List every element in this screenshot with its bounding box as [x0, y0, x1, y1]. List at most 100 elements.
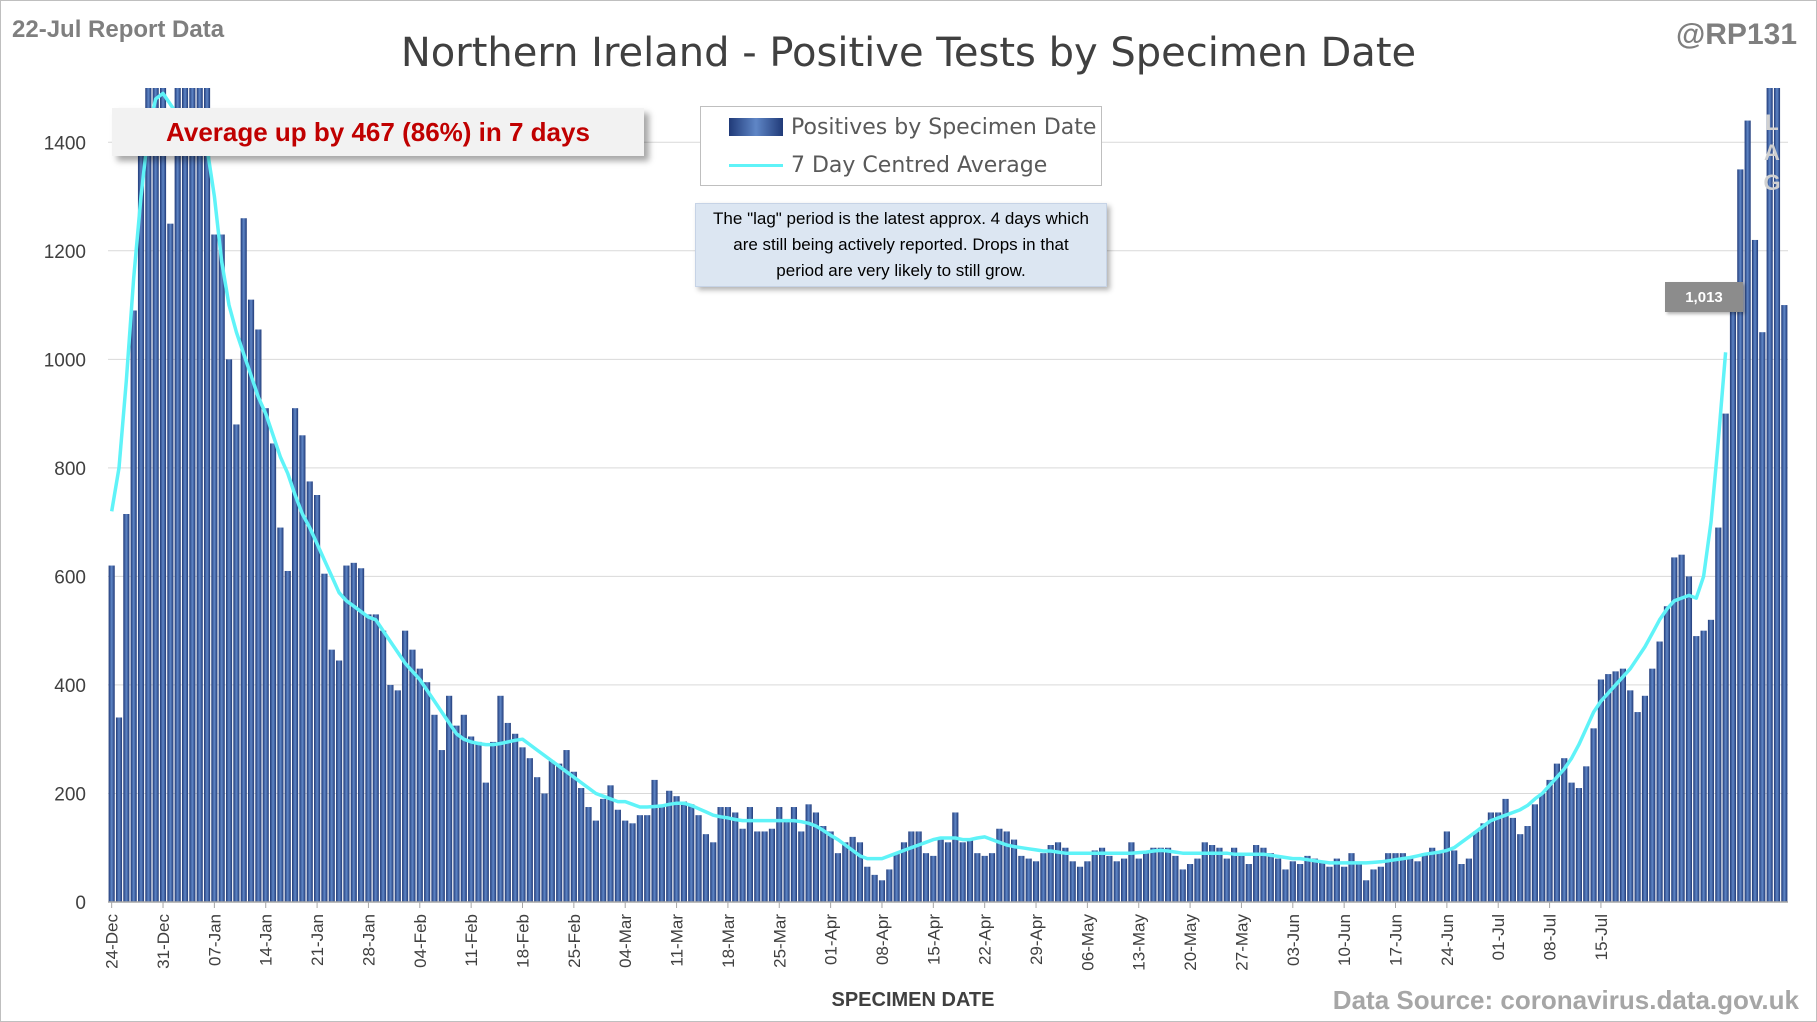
report-date-label: 22-Jul Report Data	[12, 16, 225, 43]
x-tick-label: 25-Mar	[770, 914, 789, 968]
bar	[1098, 847, 1106, 902]
bar	[424, 682, 431, 902]
bar	[1010, 839, 1018, 902]
bar	[812, 812, 820, 902]
y-tick-label: 1400	[44, 133, 86, 154]
lag-marker: L A G	[1762, 108, 1782, 198]
bar	[600, 798, 607, 902]
bar	[1524, 826, 1531, 902]
x-tick-label: 22-Apr	[976, 914, 995, 965]
bar	[856, 842, 864, 902]
bar	[1319, 861, 1326, 902]
bar	[1634, 712, 1641, 902]
bar	[1223, 858, 1230, 902]
bar	[820, 826, 827, 902]
bar	[1238, 853, 1245, 902]
bar	[218, 234, 225, 902]
bar	[1465, 858, 1472, 902]
bar	[930, 855, 937, 902]
bar	[1407, 858, 1414, 902]
line-swatch-icon	[729, 163, 783, 167]
bar	[1656, 641, 1663, 902]
bar	[343, 565, 350, 902]
bar	[490, 741, 497, 902]
bar	[578, 788, 585, 902]
last-average-label: 1,013	[1665, 282, 1743, 312]
bar	[460, 714, 467, 902]
bar	[1649, 668, 1656, 902]
bar	[1216, 847, 1223, 902]
bar	[108, 565, 115, 902]
x-tick-label: 04-Mar	[616, 914, 635, 968]
legend-item-line: 7 Day Centred Average	[701, 147, 1047, 183]
bar	[592, 820, 599, 902]
author-handle: @RP131	[1676, 18, 1797, 51]
bar	[1054, 842, 1062, 902]
bar	[365, 614, 372, 902]
bar	[174, 88, 181, 902]
x-tick-label: 15-Jul	[1592, 914, 1611, 960]
bar	[1253, 845, 1260, 902]
bar	[1597, 679, 1604, 902]
bar	[878, 880, 886, 902]
bar	[1209, 845, 1216, 902]
bar	[1766, 88, 1773, 902]
bar	[1641, 695, 1649, 902]
x-tick-label: 10-Jun	[1335, 914, 1354, 966]
bar	[189, 88, 196, 902]
bar	[1605, 674, 1612, 902]
bar	[1172, 855, 1179, 902]
bar	[1157, 847, 1164, 902]
x-tick-label: 29-Apr	[1027, 914, 1046, 965]
bar	[1128, 842, 1135, 902]
bar	[1341, 866, 1348, 902]
bar	[1363, 880, 1370, 902]
x-tick-label: 01-Jul	[1489, 914, 1508, 960]
bar	[1487, 812, 1494, 902]
bar	[468, 736, 475, 902]
y-tick-label: 0	[75, 893, 86, 914]
bar	[336, 660, 343, 902]
bar	[328, 649, 335, 902]
bar	[1619, 668, 1627, 902]
bar	[805, 804, 812, 902]
bar	[1040, 853, 1047, 902]
bar	[115, 717, 123, 902]
bar	[1194, 858, 1201, 902]
x-tick-label: 31-Dec	[154, 914, 173, 969]
bar	[1539, 793, 1546, 902]
bar	[159, 88, 167, 902]
bar	[871, 874, 878, 902]
bar	[167, 223, 174, 902]
bar	[922, 853, 930, 902]
bar	[1458, 864, 1465, 902]
y-tick-label: 200	[54, 784, 86, 805]
legend-line-label: 7 Day Centred Average	[791, 152, 1048, 178]
bar	[299, 435, 306, 902]
bar	[732, 812, 739, 902]
x-tick-label: 07-Jan	[205, 914, 224, 966]
bar	[1333, 858, 1340, 902]
bar	[1553, 763, 1560, 902]
bar	[240, 218, 247, 903]
x-tick-label: 18-Feb	[513, 914, 532, 968]
bar	[394, 690, 401, 902]
x-tick-label: 28-Jan	[359, 914, 378, 966]
bar	[1693, 636, 1700, 902]
bar	[431, 714, 438, 902]
bar	[1473, 831, 1480, 902]
x-tick-label: 06-May	[1078, 914, 1097, 971]
bar	[402, 630, 409, 902]
bar	[1245, 864, 1252, 902]
bar	[1150, 847, 1157, 902]
bar	[1546, 779, 1553, 902]
bar	[952, 812, 959, 902]
bar	[1311, 858, 1318, 902]
bar	[886, 869, 893, 902]
data-source: Data Source: coronavirus.data.gov.uk	[1332, 985, 1799, 1015]
x-tick-label: 11-Feb	[462, 914, 481, 967]
bar	[1121, 858, 1128, 902]
bar	[1480, 823, 1487, 902]
bar	[1047, 845, 1054, 902]
